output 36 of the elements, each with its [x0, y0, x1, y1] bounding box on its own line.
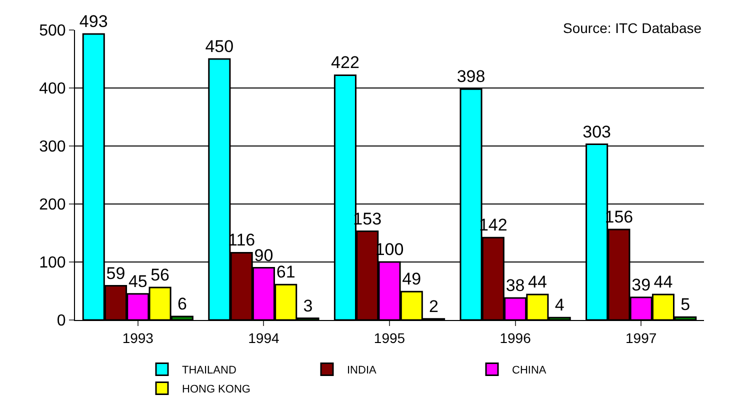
- data-label: 3: [303, 296, 313, 316]
- data-label: 38: [506, 276, 525, 295]
- x-tick-label: 1993: [122, 330, 154, 346]
- legend-label: INDIA: [347, 364, 377, 377]
- data-label: 44: [528, 272, 547, 292]
- data-label: 39: [632, 275, 651, 294]
- data-label: 2: [429, 296, 439, 316]
- legend-label: CHINA: [512, 364, 547, 377]
- data-label: 493: [79, 12, 108, 32]
- data-label: 4: [554, 296, 564, 315]
- legend-label: THAILAND: [182, 364, 236, 377]
- x-tick-label: 1994: [248, 330, 280, 346]
- data-label: 303: [582, 122, 612, 142]
- legend-label: HONG KONG: [182, 384, 250, 396]
- data-label: 49: [402, 270, 422, 289]
- data-label: 44: [654, 272, 673, 292]
- data-label: 450: [205, 37, 234, 56]
- data-label: 6: [177, 294, 187, 314]
- y-tick-label: 200: [39, 196, 66, 214]
- data-label: 45: [128, 272, 148, 291]
- y-tick-label: 100: [39, 254, 66, 272]
- y-tick-label: 0: [56, 312, 66, 330]
- y-tick-label: 500: [39, 22, 66, 40]
- y-tick-label: 400: [39, 80, 66, 98]
- data-label: 422: [331, 53, 360, 72]
- x-tick-label: 1997: [626, 330, 657, 346]
- y-tick-label: 300: [39, 138, 66, 156]
- x-tick-label: 1996: [500, 330, 532, 346]
- data-label: 398: [456, 67, 486, 86]
- annotation: Source: ITC Database: [563, 20, 702, 36]
- data-label: 90: [254, 246, 274, 265]
- data-label: 5: [680, 295, 690, 314]
- data-label: 61: [276, 262, 296, 282]
- data-label: 56: [150, 266, 170, 285]
- x-tick-label: 1995: [374, 330, 406, 346]
- data-label: 59: [106, 264, 126, 283]
